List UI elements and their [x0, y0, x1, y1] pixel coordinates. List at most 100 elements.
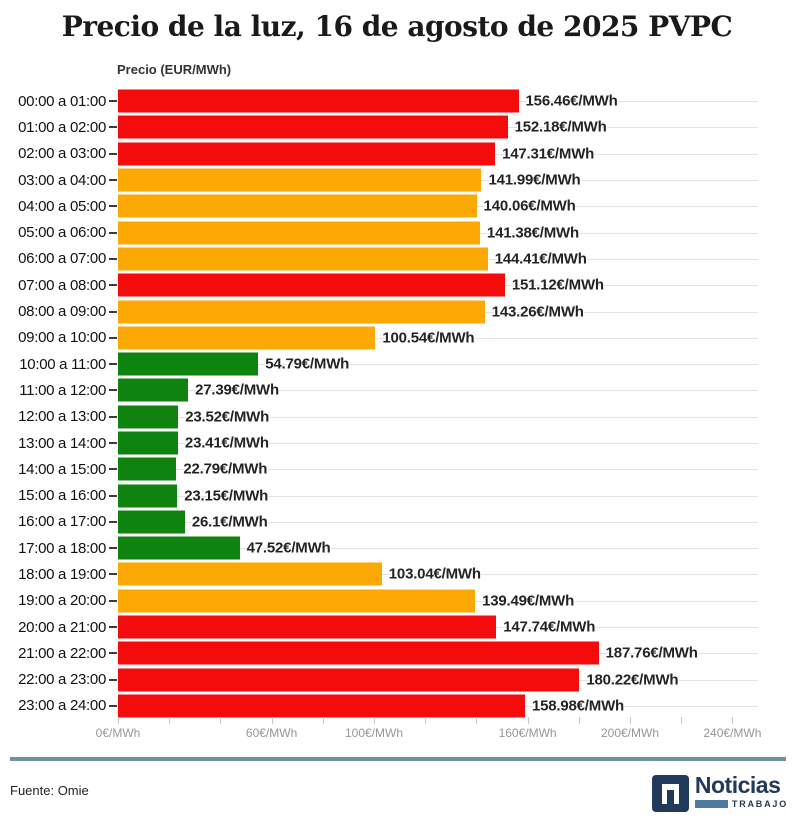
- row-tick: [109, 389, 117, 392]
- hour-label: 02:00 a 03:00: [18, 145, 106, 163]
- row-tick: [109, 626, 117, 629]
- bar-row: 13:00 a 14:00 23.41€/MWh: [0, 430, 794, 456]
- bar-track: 147.74€/MWh: [118, 614, 758, 640]
- logo-brand-text: Noticias: [694, 772, 781, 798]
- bar-track: 23.52€/MWh: [118, 404, 758, 430]
- bar-track: 23.15€/MWh: [118, 482, 758, 508]
- bar-row: 15:00 a 16:00 23.15€/MWh: [0, 482, 794, 508]
- row-tick: [109, 100, 117, 103]
- hour-label: 22:00 a 23:00: [18, 671, 106, 689]
- price-bar: [118, 694, 525, 718]
- bar-row: 14:00 a 15:00 22.79€/MWh: [0, 456, 794, 482]
- price-bar: [118, 115, 508, 139]
- bar-row: 22:00 a 23:00 180.22€/MWh: [0, 667, 794, 693]
- value-label: 27.39€/MWh: [195, 381, 279, 399]
- row-tick: [109, 678, 117, 681]
- bar-track: 54.79€/MWh: [118, 351, 758, 377]
- row-gridline: [118, 495, 758, 497]
- bar-row: 04:00 a 05:00 140.06€/MWh: [0, 193, 794, 219]
- value-label: 156.46€/MWh: [525, 92, 618, 110]
- bar-row: 08:00 a 09:00 143.26€/MWh: [0, 298, 794, 324]
- x-axis-tick: [374, 717, 375, 724]
- bar-chart: 00:00 a 01:00 156.46€/MWh 01:00 a 02:00 152…: [0, 88, 794, 719]
- logo-n-icon: [651, 775, 689, 812]
- bar-track: 147.31€/MWh: [118, 141, 758, 167]
- bar-track: 144.41€/MWh: [118, 246, 758, 272]
- bar-track: 23.41€/MWh: [118, 430, 758, 456]
- hour-label: 12:00 a 13:00: [18, 408, 106, 426]
- x-axis-tick: [118, 717, 119, 724]
- hour-label: 03:00 a 04:00: [18, 171, 106, 189]
- price-bar: [118, 194, 477, 218]
- bar-row: 23:00 a 24:00 158.98€/MWh: [0, 693, 794, 719]
- row-gridline: [118, 521, 758, 523]
- hour-label: 00:00 a 01:00: [18, 92, 106, 110]
- bar-track: 151.12€/MWh: [118, 272, 758, 298]
- value-label: 141.38€/MWh: [486, 224, 579, 242]
- price-bar: [118, 168, 482, 192]
- bar-track: 22.79€/MWh: [118, 456, 758, 482]
- hour-label: 19:00 a 20:00: [18, 592, 106, 610]
- bar-track: 156.46€/MWh: [118, 88, 758, 114]
- row-tick: [109, 231, 117, 234]
- row-tick: [109, 468, 117, 471]
- row-tick: [109, 704, 117, 707]
- price-bar: [118, 484, 178, 508]
- x-axis-tick: [271, 717, 273, 724]
- row-gridline: [118, 548, 758, 550]
- value-label: 23.41€/MWh: [184, 434, 269, 452]
- value-label: 26.1€/MWh: [191, 513, 268, 531]
- logo-sub-row: TRABAJO: [694, 799, 788, 809]
- price-bar: [118, 221, 480, 245]
- hour-label: 04:00 a 05:00: [18, 197, 106, 215]
- x-axis-tick: [425, 717, 427, 724]
- price-bar: [118, 326, 376, 350]
- value-label: 140.06€/MWh: [483, 197, 576, 215]
- row-tick: [109, 599, 117, 602]
- logo-sub-text: TRABAJO: [731, 799, 788, 809]
- bar-track: 100.54€/MWh: [118, 325, 758, 351]
- price-bar: [118, 247, 488, 271]
- value-label: 151.12€/MWh: [511, 276, 604, 294]
- footer-divider: [10, 757, 786, 761]
- hour-label: 16:00 a 17:00: [18, 513, 106, 531]
- price-bar: [118, 378, 189, 402]
- row-tick: [109, 547, 117, 550]
- bar-track: 26.1€/MWh: [118, 509, 758, 535]
- value-axis-title: Precio (EUR/MWh): [117, 62, 232, 77]
- value-label: 180.22€/MWh: [586, 671, 679, 689]
- row-tick: [109, 205, 117, 208]
- x-axis-tick: [322, 717, 324, 724]
- value-label: 22.79€/MWh: [183, 460, 268, 478]
- x-axis-tick: [220, 717, 222, 724]
- row-tick: [109, 310, 117, 313]
- hour-label: 17:00 a 18:00: [18, 539, 106, 557]
- row-gridline: [118, 574, 758, 576]
- row-gridline: [118, 443, 758, 444]
- bar-row: 12:00 a 13:00 23.52€/MWh: [0, 404, 794, 430]
- bar-row: 00:00 a 01:00 156.46€/MWh: [0, 88, 794, 114]
- bar-track: 141.99€/MWh: [118, 167, 758, 193]
- value-label: 187.76€/MWh: [605, 644, 698, 662]
- bar-row: 02:00 a 03:00 147.31€/MWh: [0, 141, 794, 167]
- value-label: 103.04€/MWh: [388, 565, 481, 583]
- bar-row: 19:00 a 20:00 139.49€/MWh: [0, 588, 794, 614]
- x-axis-tick: [681, 717, 683, 724]
- x-axis-tick-label: 0€/MWh: [95, 726, 141, 740]
- bar-row: 07:00 a 08:00 151.12€/MWh: [0, 272, 794, 298]
- source-text: Fuente: Omie: [10, 783, 89, 798]
- x-axis-tick: [527, 717, 529, 724]
- price-bar: [118, 300, 485, 324]
- value-label: 147.31€/MWh: [502, 145, 595, 163]
- row-tick: [109, 126, 117, 129]
- hour-label: 06:00 a 07:00: [18, 250, 106, 268]
- row-gridline: [118, 364, 758, 366]
- hour-label: 13:00 a 14:00: [18, 434, 106, 452]
- hour-label: 05:00 a 06:00: [18, 224, 106, 242]
- row-tick: [109, 336, 117, 339]
- logo-text-block: Noticias TRABAJO: [694, 770, 788, 809]
- bar-row: 11:00 a 12:00 27.39€/MWh: [0, 377, 794, 403]
- value-label: 23.15€/MWh: [184, 487, 269, 505]
- hour-label: 20:00 a 21:00: [18, 618, 106, 636]
